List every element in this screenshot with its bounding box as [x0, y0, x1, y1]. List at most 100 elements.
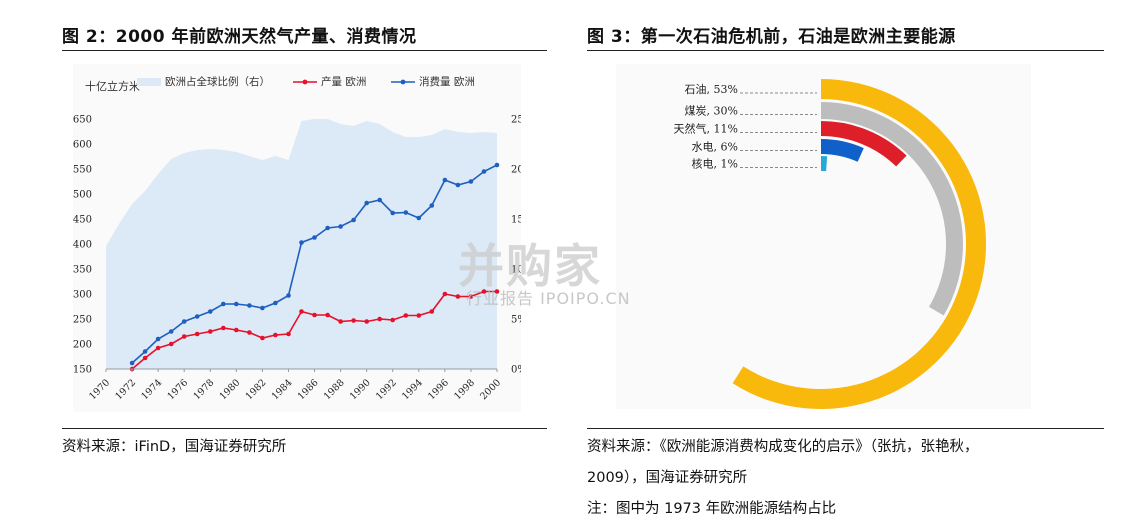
x-tick-label: 1970	[87, 377, 112, 402]
source-rule-right	[587, 428, 1104, 429]
x-tick-label: 1982	[244, 377, 269, 402]
consumption-point	[247, 303, 252, 308]
x-tick-label: 1998	[452, 377, 477, 402]
figure-2-source: 资料来源：iFinD，国海证券研究所	[62, 439, 287, 455]
figure-3-note: 注：图中为 1973 年欧洲能源结构占比	[587, 501, 837, 517]
legend-marker-consumption	[400, 79, 406, 85]
consumption-point	[299, 240, 304, 245]
consumption-point	[351, 217, 356, 223]
line-chart-svg: 十亿立方米 欧洲占全球比例（右） 产量 欧洲 消费量 欧洲 150 200 250 3…	[73, 75, 533, 402]
production-point	[377, 316, 383, 322]
source-rule-left	[62, 428, 547, 429]
consumption-point	[468, 179, 474, 184]
x-tick-label: 1976	[165, 377, 190, 402]
consumption-point	[234, 301, 239, 307]
consumption-point	[442, 177, 448, 183]
y-tick-label: 300	[73, 290, 92, 301]
watermark-logo-text: 并购家	[458, 239, 602, 293]
production-point	[494, 289, 500, 294]
y-tick-label: 400	[73, 240, 92, 251]
consumption-point	[273, 300, 278, 306]
y2-tick-label: 25%	[511, 115, 521, 126]
production-point	[390, 317, 396, 323]
x-tick-label: 1992	[374, 377, 399, 402]
x-tick-label: 1984	[270, 377, 295, 402]
production-point	[234, 327, 239, 333]
figure-3-source-line1: 资料来源：《欧洲能源消费构成变化的启示》（张抗，张艳秋，	[587, 439, 979, 455]
x-tick-label: 1974	[139, 377, 164, 402]
production-point	[403, 313, 409, 318]
legend-marker-production	[302, 79, 308, 85]
radial-chart-panel: 石油, 53% 煤炭, 30% 天然气, 11% 水电, 6% 核电, 1%	[616, 64, 1031, 409]
radial-bar-0	[732, 79, 987, 409]
consumption-point	[208, 309, 213, 314]
plot-area	[106, 119, 500, 372]
figure-3-source-line2: 2009），国海证券研究所	[587, 470, 748, 486]
production-point	[338, 319, 343, 324]
production-point	[260, 335, 265, 341]
x-tick-label: 1994	[400, 377, 425, 402]
legend-swatch-share	[137, 78, 161, 86]
y-tick-label: 200	[73, 340, 92, 351]
consumption-point	[416, 215, 422, 221]
consumption-point	[129, 360, 135, 366]
production-point	[142, 355, 148, 361]
production-point	[221, 325, 226, 331]
production-point	[468, 294, 474, 299]
production-point	[429, 309, 435, 314]
production-point	[208, 329, 213, 334]
y-tick-label: 600	[73, 140, 92, 151]
production-point	[481, 289, 487, 294]
radial-label: 石油, 53%	[685, 82, 738, 96]
x-tick-label: 1996	[426, 377, 451, 402]
y2-tick-label: 15%	[511, 215, 521, 226]
y2-tick-label: 20%	[511, 165, 521, 176]
production-point	[273, 332, 278, 338]
title-rule-left	[62, 50, 547, 51]
production-point	[194, 331, 200, 337]
y2-tick-label: 5%	[511, 315, 521, 326]
consumption-point	[325, 225, 330, 231]
consumption-point	[364, 200, 370, 206]
production-point	[181, 334, 187, 339]
radial-label: 煤炭, 30%	[685, 105, 738, 118]
production-point	[351, 318, 356, 323]
line-chart-panel: 十亿立方米 欧洲占全球比例（右） 产量 欧洲 消费量 欧洲 150 200 250 3…	[73, 64, 533, 412]
x-tick-label: 2000	[478, 377, 503, 402]
consumption-point	[338, 224, 343, 229]
legend-label-production: 产量 欧洲	[321, 75, 366, 88]
production-point	[168, 341, 174, 347]
figure-2-title: 图 2：2000 年前欧洲天然气产量、消费情况	[62, 27, 417, 47]
consumption-point	[168, 329, 174, 334]
y-tick-label: 650	[73, 115, 92, 126]
radial-bar-2	[821, 121, 907, 167]
radial-bars: 石油, 53% 煤炭, 30% 天然气, 11% 水电, 6% 核电, 1%	[674, 79, 987, 409]
consumption-point	[429, 203, 435, 208]
radial-bar-3	[821, 139, 864, 162]
y-tick-label: 500	[73, 190, 92, 201]
consumption-point	[494, 162, 500, 168]
radial-label: 水电, 6%	[692, 141, 738, 154]
production-point	[364, 319, 370, 324]
title-rule-right	[587, 50, 1104, 51]
consumption-point	[286, 293, 291, 298]
unit-label: 十亿立方米	[85, 79, 140, 93]
y2-tick-label: 0%	[511, 365, 521, 376]
consumption-point	[181, 319, 187, 324]
production-point	[247, 330, 252, 335]
figure-3-title: 图 3：第一次石油危机前，石油是欧洲主要能源	[587, 27, 956, 47]
production-point	[312, 312, 317, 318]
consumption-point	[390, 210, 396, 216]
x-tick-label: 1986	[296, 377, 321, 402]
radial-chart-svg: 石油, 53% 煤炭, 30% 天然气, 11% 水电, 6% 核电, 1%	[674, 79, 987, 409]
production-point	[442, 291, 448, 297]
x-tick-label: 1988	[322, 377, 347, 402]
production-point	[416, 313, 422, 318]
y-tick-label: 350	[73, 265, 92, 276]
x-tick-label: 1978	[192, 377, 217, 402]
consumption-point	[155, 336, 161, 342]
production-point	[455, 294, 461, 299]
production-point	[325, 312, 330, 318]
y-tick-label: 450	[73, 215, 92, 226]
production-point	[299, 309, 304, 314]
